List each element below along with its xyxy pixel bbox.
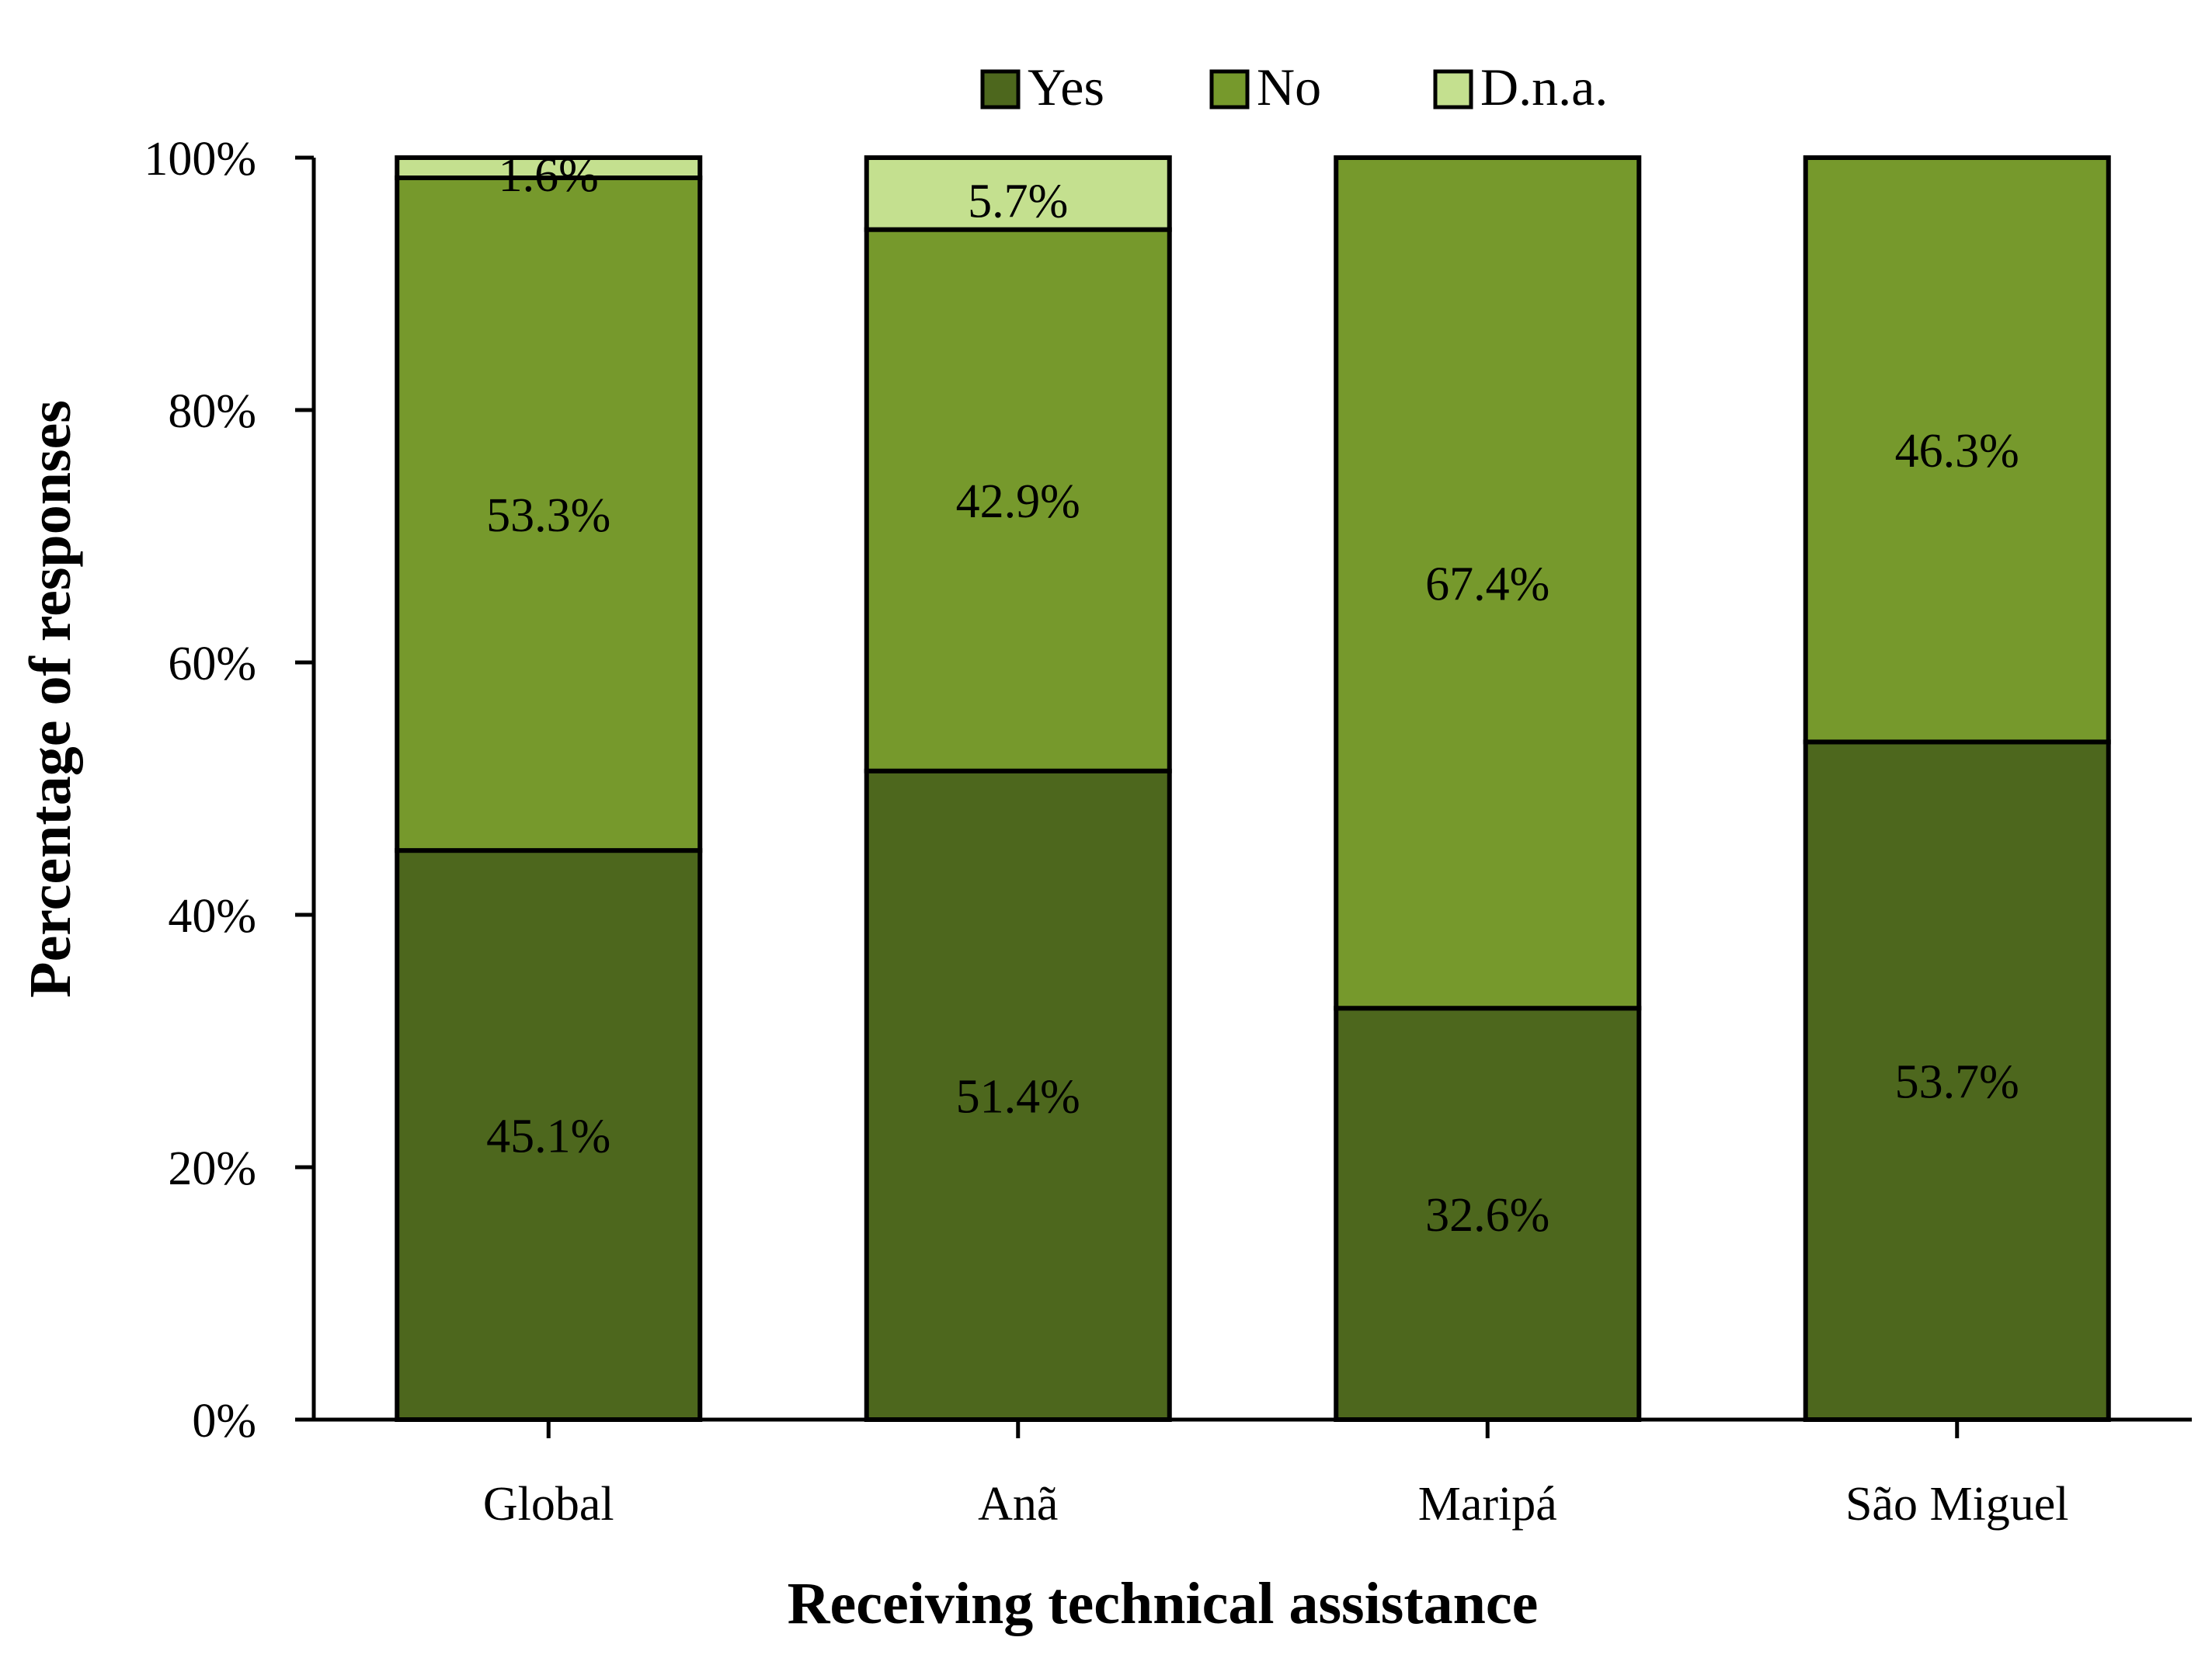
data-label-no-1: 42.9% [956, 475, 1080, 528]
legend-swatch-0 [980, 69, 1021, 109]
x-tick-label-3: São Miguel [1845, 1478, 2069, 1531]
bars-group [395, 155, 2111, 1422]
bar-no-2 [1334, 155, 1642, 1011]
y-tick-label-20: 20% [168, 1142, 256, 1195]
x-tick-label-2: Maripá [1418, 1478, 1557, 1531]
data-label-yes-2: 32.6% [1425, 1189, 1549, 1242]
data-label-dna-0: 1.6% [499, 149, 599, 202]
bar-yes-0 [395, 848, 703, 1422]
bar-dna-0 [395, 155, 703, 180]
y-tick-label-80: 80% [168, 385, 256, 438]
bar-yes-1 [864, 768, 1172, 1422]
x-tick-label-0: Global [483, 1478, 614, 1531]
x-axis-title: Receiving technical assistance [788, 1571, 1539, 1636]
x-tick-label-1: Anã [978, 1478, 1058, 1531]
bar-dna-1 [864, 155, 1172, 232]
bar-no-0 [395, 176, 703, 853]
bar-no-3 [1803, 155, 2111, 745]
data-label-yes-1: 51.4% [956, 1070, 1080, 1123]
bar-no-1 [864, 227, 1172, 773]
data-label-no-0: 53.3% [486, 489, 610, 542]
y-tick-label-100: 100% [144, 133, 256, 186]
axes-group: 0% 20% 40% 60% 80% 100% Global Anã Maripá São Mig… [144, 133, 2192, 1531]
data-label-dna-1: 5.7% [968, 175, 1068, 228]
data-label-no-3: 46.3% [1895, 425, 2019, 478]
data-label-no-2: 67.4% [1425, 558, 1549, 611]
y-axis-title: Percentage of responses [18, 400, 83, 998]
legend-group: Yes No D.n.a. [980, 57, 1608, 116]
legend-label-0: Yes [1028, 57, 1104, 116]
data-label-yes-0: 45.1% [486, 1111, 610, 1163]
y-tick-label-0: 0% [192, 1395, 256, 1448]
data-labels-group: 45.1% 53.3% 1.6% 51.4% 42.9% 5.7% 32.6% 67.4% 53… [486, 149, 2019, 1242]
legend-swatch-2 [1433, 69, 1473, 109]
legend-label-2: D.n.a. [1480, 57, 1608, 116]
y-tick-label-60: 60% [168, 638, 256, 690]
data-label-yes-3: 53.7% [1895, 1056, 2019, 1109]
legend-swatch-1 [1209, 69, 1250, 109]
y-tick-label-40: 40% [168, 890, 256, 943]
legend-label-1: No [1257, 57, 1321, 116]
